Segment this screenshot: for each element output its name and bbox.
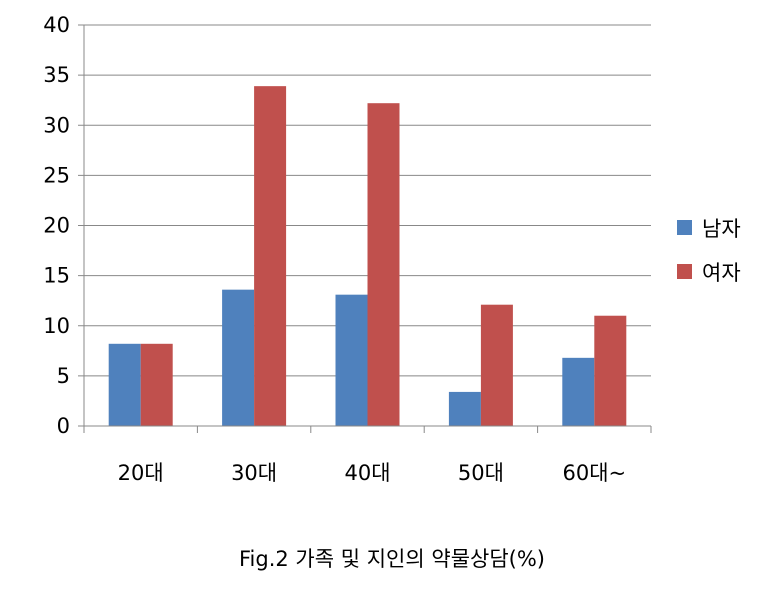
bar-male-1 — [222, 289, 255, 426]
legend-label-female: 여자 — [702, 261, 741, 285]
x-tick-labels: 20대 30대 40대 50대 60대~ — [118, 461, 626, 485]
y-tick-label: 10 — [43, 314, 70, 338]
y-tick-label: 0 — [57, 414, 70, 438]
bar-female-1 — [254, 86, 287, 426]
bar-female-2 — [367, 103, 400, 426]
legend-label-male: 남자 — [702, 217, 741, 241]
y-tick-label: 25 — [43, 163, 70, 187]
x-tick-label: 60대~ — [562, 461, 626, 485]
y-tick-label: 35 — [43, 63, 70, 87]
bar-male-3 — [448, 391, 481, 426]
x-tick-label: 20대 — [118, 461, 164, 485]
bar-male-0 — [108, 343, 141, 426]
legend-swatch-male — [677, 220, 692, 235]
y-tick-label: 5 — [57, 364, 70, 388]
axes — [78, 24, 652, 433]
y-tick-label: 15 — [43, 264, 70, 288]
x-tick-label: 40대 — [344, 461, 390, 485]
y-tick-label: 40 — [43, 13, 70, 37]
figure-caption: Fig.2 가족 및 지인의 약물상담(%) — [239, 547, 545, 571]
y-tick-label: 30 — [43, 113, 70, 137]
x-tick-label: 30대 — [231, 461, 277, 485]
bars — [108, 86, 627, 426]
bar-male-4 — [562, 357, 595, 426]
y-tick-label: 20 — [43, 214, 70, 238]
bar-female-3 — [480, 304, 513, 426]
y-tick-labels: 0 5 10 15 20 25 30 35 40 — [43, 13, 70, 438]
bar-female-0 — [140, 343, 173, 426]
x-tick-label: 50대 — [458, 461, 504, 485]
bar-male-2 — [335, 294, 368, 426]
bar-female-4 — [594, 315, 627, 426]
legend-swatch-female — [677, 264, 692, 279]
